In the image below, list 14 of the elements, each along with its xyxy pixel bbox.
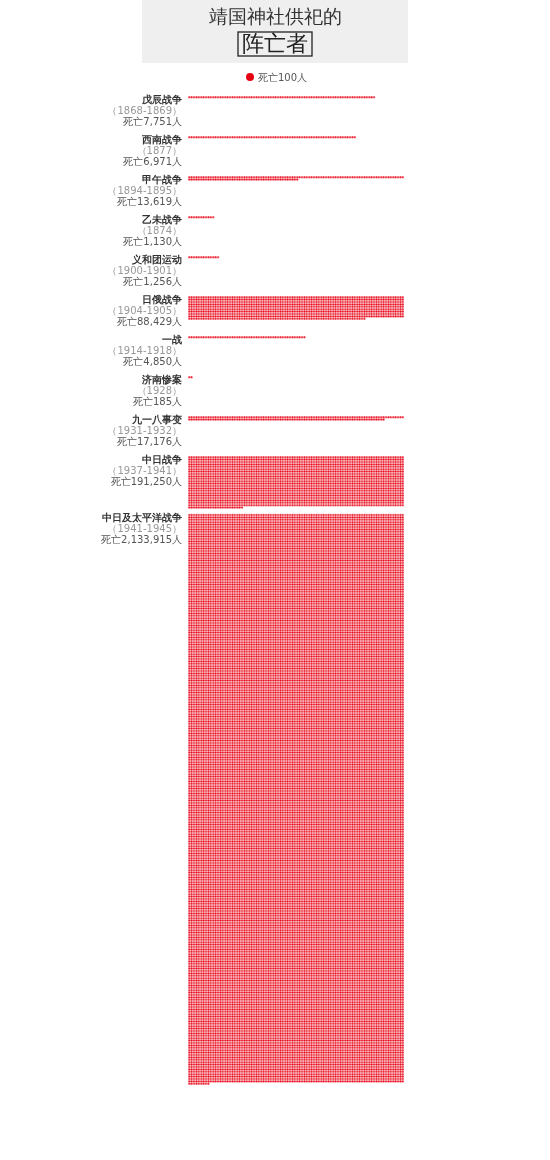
category-label: 济南惨案（1928）	[136, 374, 182, 396]
category-label: 甲午战争（1894-1895）	[107, 174, 182, 196]
category-label: 日俄战争（1904-1905）	[107, 294, 182, 316]
category-label: 九一八事变（1931-1932）	[107, 414, 182, 436]
category-label: 中日及太平洋战争（1941-1945）	[102, 511, 182, 534]
legend-label: 死亡100人	[258, 72, 308, 83]
category-label: 西南战争（1877）	[136, 134, 182, 156]
category-label: 戊辰战争（1868-1869）	[107, 94, 182, 116]
category-label: 一战（1914-1918）	[107, 334, 182, 356]
category-label: 义和团运动（1900-1901）	[107, 254, 182, 276]
text: 阵亡者	[242, 31, 308, 56]
category-label: 乙未战争（1874）	[136, 214, 182, 236]
text: 靖国神社供祀的	[208, 5, 342, 27]
category-label: 中日战争（1937-1941）	[107, 454, 182, 476]
